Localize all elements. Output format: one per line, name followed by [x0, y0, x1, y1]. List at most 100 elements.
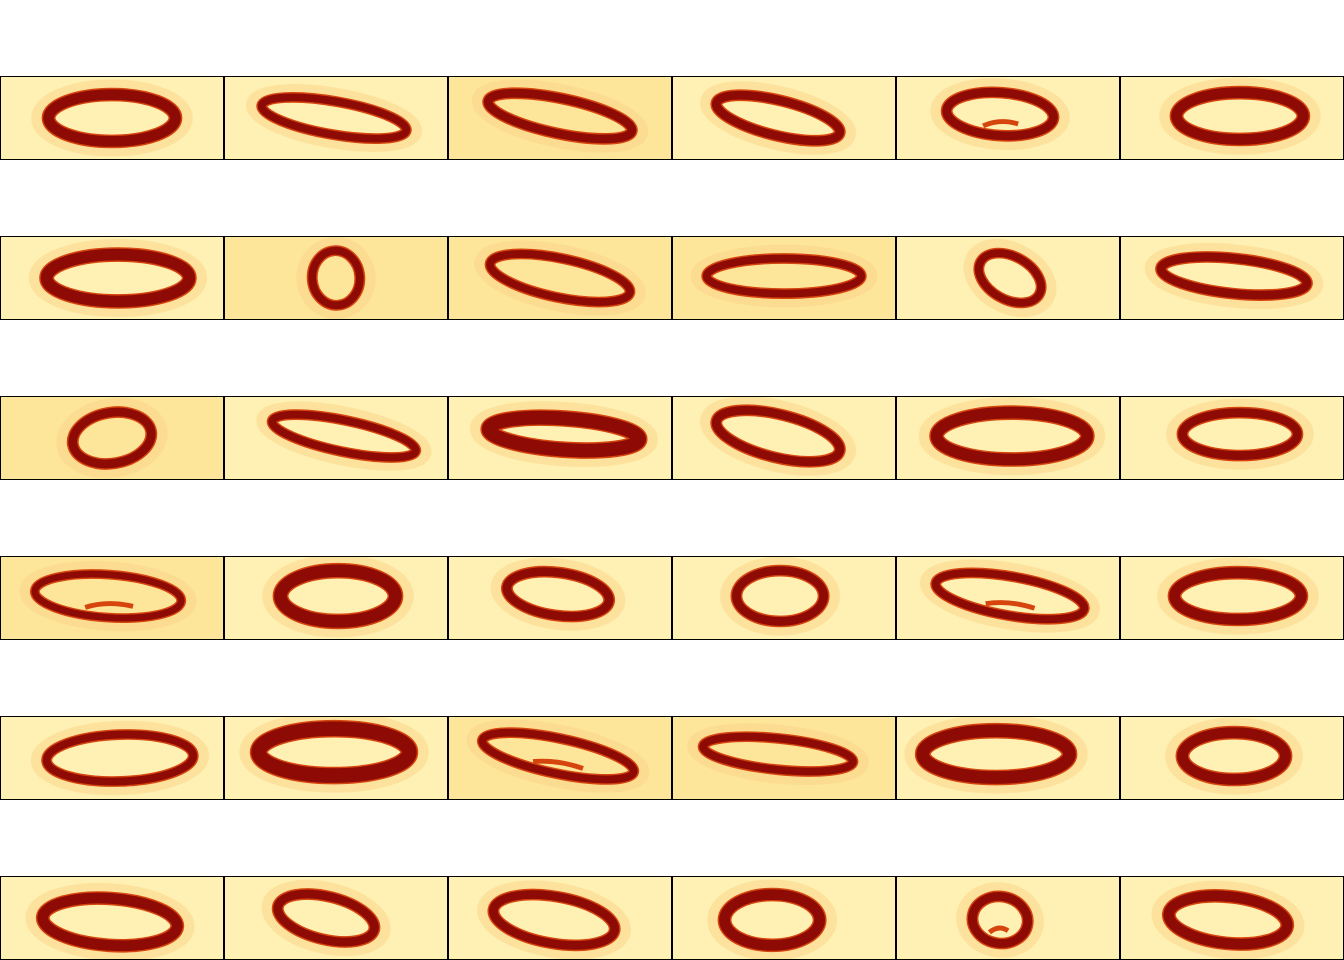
ring-tile-3-4 — [672, 396, 896, 480]
ring-core — [31, 570, 185, 622]
ring-core — [502, 567, 614, 621]
ring-shape — [256, 401, 432, 471]
ring-core — [699, 732, 857, 776]
ring-shape — [690, 244, 878, 308]
ring-shape — [466, 719, 650, 793]
ring-core — [1156, 252, 1312, 300]
ring-figure — [1121, 717, 1343, 799]
ring-figure — [1, 877, 223, 959]
ring-halo — [245, 84, 423, 152]
ring-shape — [1144, 242, 1324, 310]
ring-shape — [31, 79, 193, 157]
ring-shape — [1151, 880, 1305, 959]
ring-shape — [707, 879, 838, 959]
ring-core — [1163, 890, 1293, 950]
ring-core — [274, 564, 402, 628]
ring-shape — [239, 717, 429, 793]
ring-halo — [296, 237, 376, 319]
ring-shape — [956, 882, 1045, 958]
ring-figure — [1121, 397, 1343, 479]
ring-figure — [673, 717, 895, 799]
ring-shape — [490, 557, 626, 631]
ring-tile-2-1 — [0, 236, 224, 320]
ring-figure — [1, 237, 223, 319]
ring-tile-1-4 — [672, 76, 896, 160]
ring-figure — [673, 77, 895, 159]
ring-tile-3-6 — [1120, 396, 1344, 480]
ring-core — [1176, 727, 1291, 785]
ring-tile-6-1 — [0, 876, 224, 960]
ring-shape — [245, 84, 423, 152]
ring-core — [1169, 567, 1307, 625]
ring-figure — [449, 717, 671, 799]
ring-tile-2-5 — [896, 236, 1120, 320]
ring-shape — [687, 723, 869, 785]
ring-tile-2-3 — [448, 236, 672, 320]
ring-inner-stroke — [84, 601, 134, 610]
ring-shape — [19, 560, 197, 632]
ring-tile-4-1 — [0, 556, 224, 640]
ring-tile-4-4 — [672, 556, 896, 640]
ring-core — [486, 250, 634, 306]
ring-shape — [1159, 77, 1321, 155]
ring-tile-6-6 — [1120, 876, 1344, 960]
ring-figure — [1, 717, 223, 799]
ring-core — [711, 90, 845, 146]
ring-figure — [673, 877, 895, 959]
ring-shape — [28, 238, 208, 318]
ring-halo — [19, 560, 197, 632]
ring-shape — [477, 880, 631, 959]
ring-inner-stroke — [982, 119, 1019, 129]
ring-shape — [930, 78, 1070, 150]
ring-core — [37, 892, 183, 952]
ring-halo — [690, 244, 878, 308]
ring-figure — [449, 77, 671, 159]
ring-tile-2-6 — [1120, 236, 1344, 320]
ring-tile-1-1 — [0, 76, 224, 160]
ring-tile-1-2 — [224, 76, 448, 160]
ring-tile-6-3 — [448, 876, 672, 960]
ring-shape — [261, 879, 391, 957]
ring-shape — [918, 397, 1106, 476]
ring-figure — [1, 397, 223, 479]
ring-shape — [30, 720, 210, 796]
ring-figure — [673, 397, 895, 479]
ring-core — [711, 405, 845, 467]
ring-tile-5-4 — [672, 716, 896, 800]
ring-shape — [56, 397, 168, 479]
ring-core — [916, 724, 1076, 784]
ring-tile-5-2 — [224, 716, 448, 800]
ring-shape — [1165, 717, 1303, 795]
ring-shape — [720, 557, 840, 636]
ring-figure — [1121, 237, 1343, 319]
ring-shape — [474, 240, 646, 316]
ring-tile-1-3 — [448, 76, 672, 160]
ring-figure — [673, 237, 895, 319]
ring-figure — [897, 717, 1119, 799]
ring-figure — [225, 397, 447, 479]
ring-figure — [897, 557, 1119, 639]
ring-tile-2-4 — [672, 236, 896, 320]
ring-figure — [897, 77, 1119, 159]
ring-halo — [919, 559, 1101, 633]
ring-tile-3-2 — [224, 396, 448, 480]
ring-core — [478, 728, 638, 784]
ring-tile-4-3 — [448, 556, 672, 640]
ring-figure — [225, 77, 447, 159]
ring-figure — [897, 397, 1119, 479]
ring-figure — [1, 557, 223, 639]
ring-figure — [673, 557, 895, 639]
ring-shape — [296, 237, 376, 319]
ring-shape — [262, 557, 414, 638]
ring-figure — [225, 717, 447, 799]
ring-shape — [471, 79, 649, 153]
ring-figure — [225, 877, 447, 959]
ring-core — [942, 87, 1058, 141]
ring-shape — [1166, 398, 1314, 470]
ring-core — [931, 568, 1089, 624]
ring-inner-stroke — [985, 600, 1036, 611]
ring-figure — [897, 877, 1119, 959]
ring-tile-1-6 — [1120, 76, 1344, 160]
ring-shape — [1157, 557, 1319, 635]
